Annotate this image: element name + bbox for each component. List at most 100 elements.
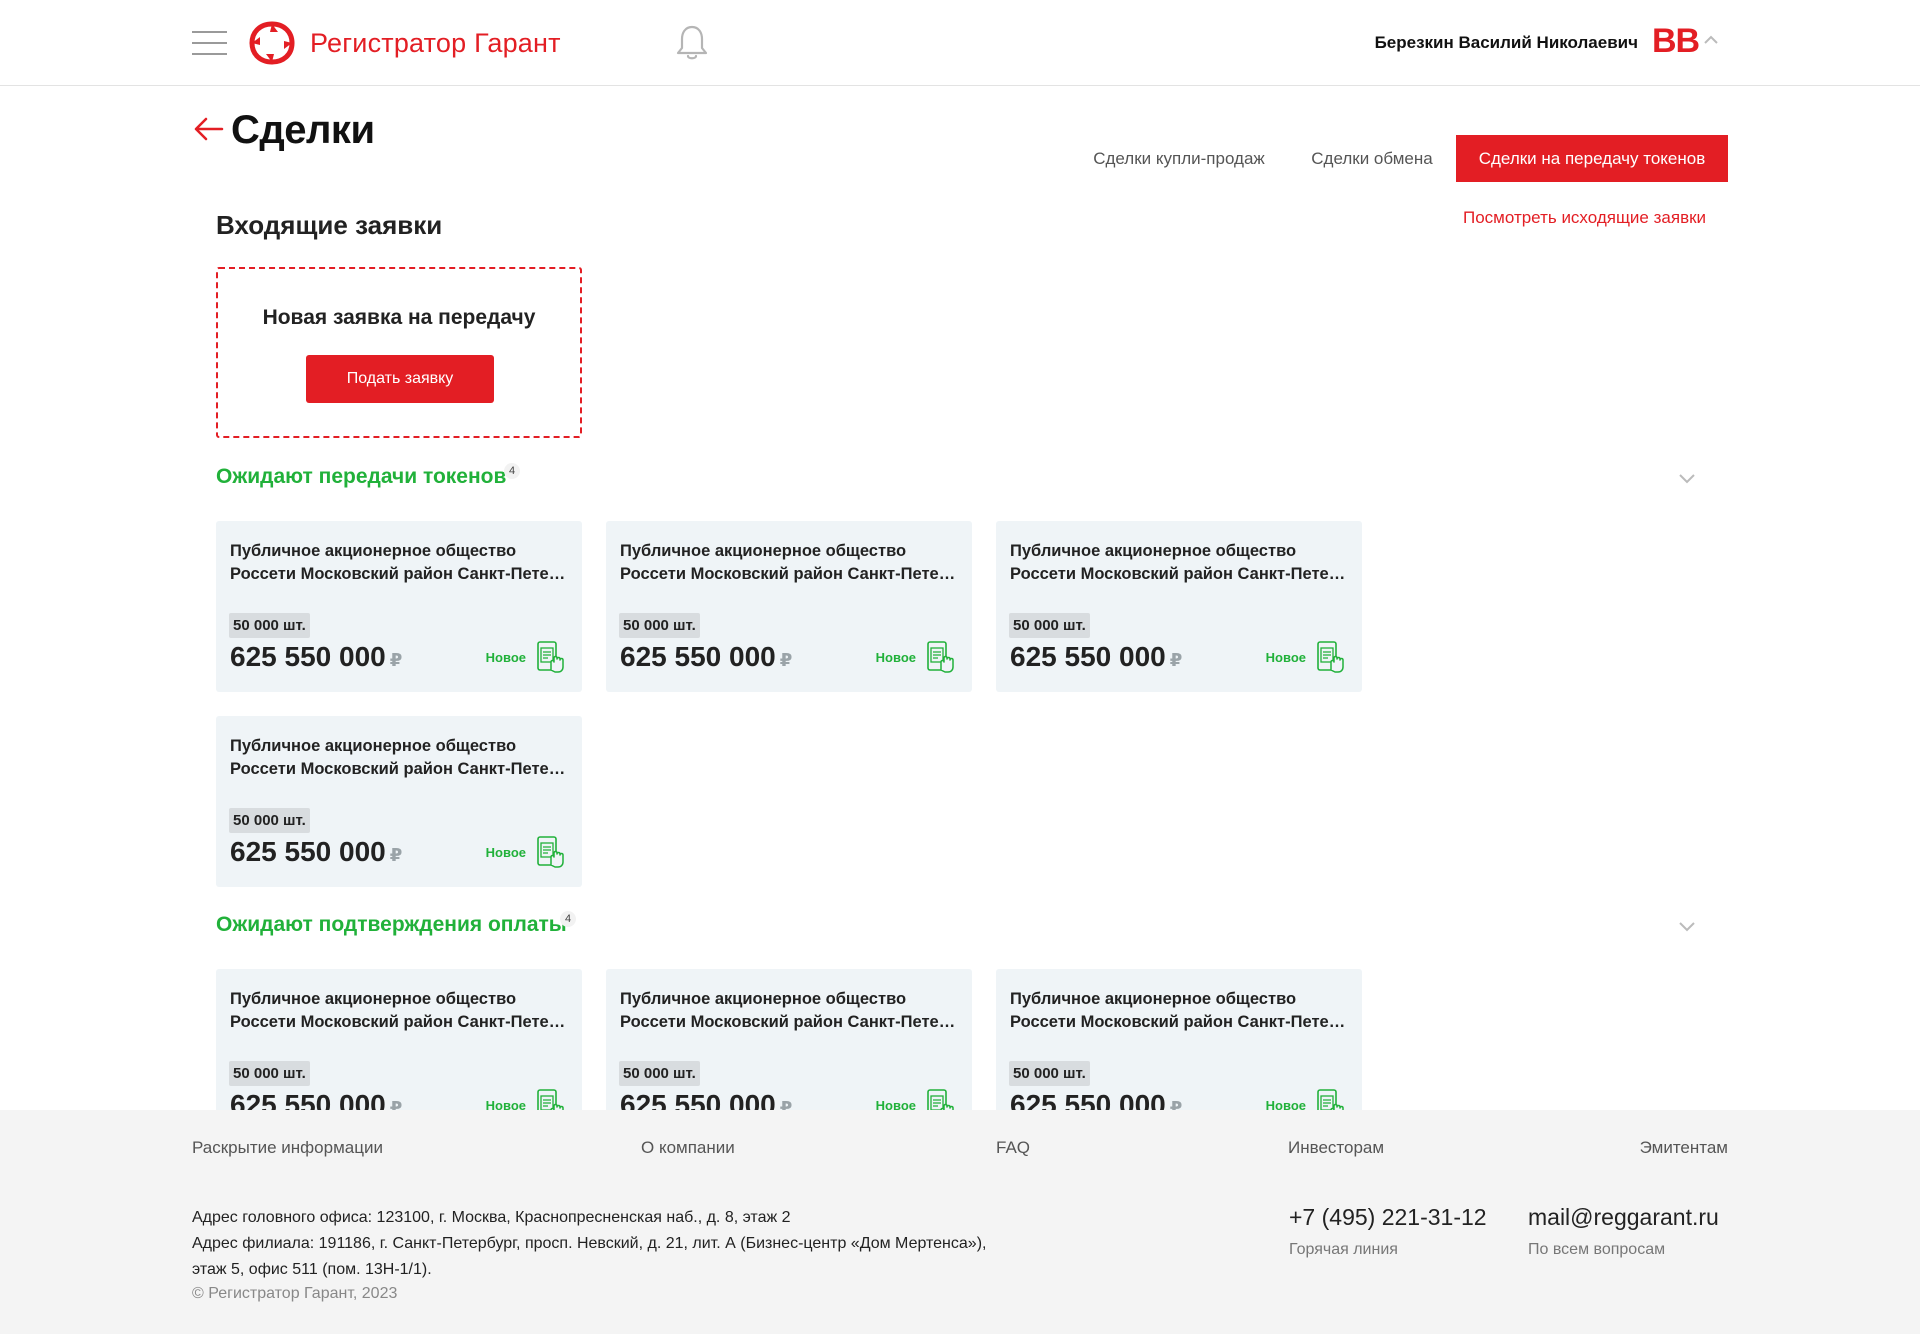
group-count-badge: 4 <box>560 911 576 927</box>
phone-link[interactable]: +7 (495) 221-31-12 <box>1289 1204 1487 1230</box>
card-issuer-line-1: Публичное акционерное общество <box>620 990 907 1008</box>
logo-text: Регистратор Гарант <box>310 27 561 58</box>
top-header: Регистратор Гарант Березкин Василий Нико… <box>0 0 1920 86</box>
footer: Раскрытие информации О компании FAQ Инве… <box>0 1110 1920 1334</box>
deal-card[interactable]: Публичное акционерное общество Россети Мо… <box>216 521 582 692</box>
phone-document-icon <box>534 835 568 869</box>
card-status: Новое <box>1265 1098 1306 1110</box>
avatar[interactable]: ВВ <box>1652 22 1700 60</box>
deal-card[interactable]: Публичное акционерное общество Россети Мо… <box>216 716 582 887</box>
card-issuer-line-2: Россети Московский район Санкт-Петербург <box>620 565 962 583</box>
card-status: Новое <box>875 1098 916 1110</box>
page-title: Сделки <box>231 108 375 152</box>
card-issuer-line-1: Публичное акционерное общество <box>1010 990 1297 1008</box>
currency-icon: ₽ <box>779 650 793 670</box>
section-title: Входящие заявки <box>216 210 443 240</box>
card-quantity-badge: 50 000 шт. <box>1009 1061 1090 1086</box>
new-request-box: Новая заявка на передачу Подать заявку <box>216 267 582 438</box>
card-quantity-badge: 50 000 шт. <box>229 613 310 638</box>
footer-link-faq[interactable]: FAQ <box>996 1138 1031 1157</box>
phone-document-icon <box>1314 1088 1348 1110</box>
card-price-value: 625 550 000 <box>230 1089 386 1110</box>
submit-request-button[interactable]: Подать заявку <box>306 355 494 403</box>
card-issuer-line-2: Россети Московский район Санкт-Петербург <box>1010 1013 1352 1031</box>
card-price-value: 625 550 000 <box>1010 641 1166 672</box>
phone-document-icon <box>534 640 568 674</box>
deal-card[interactable]: Публичное акционерное общество Россети Мо… <box>996 521 1362 692</box>
chevron-up-icon[interactable] <box>1703 34 1719 46</box>
currency-icon: ₽ <box>1169 1098 1183 1110</box>
card-price: 625 550 000 ₽ <box>230 836 402 868</box>
group-cards-scroll-area: Публичное акционерное общество Россети Мо… <box>0 940 1920 1110</box>
card-price: 625 550 000 ₽ <box>620 1089 792 1110</box>
card-price-value: 625 550 000 <box>230 836 386 867</box>
card-issuer-line-1: Публичное акционерное общество <box>230 737 517 755</box>
card-issuer-line-1: Публичное акционерное общество <box>620 542 907 560</box>
address-branch-cont: этаж 5, офис 511 (пом. 13Н-1/1). <box>192 1261 432 1278</box>
phone-document-icon <box>924 1088 958 1110</box>
chevron-down-icon[interactable] <box>1678 472 1696 484</box>
hamburger-icon[interactable] <box>192 31 227 55</box>
card-status: Новое <box>875 650 916 665</box>
logo-mark-icon <box>249 21 295 65</box>
outgoing-requests-link[interactable]: Посмотреть исходящие заявки <box>1463 208 1707 227</box>
arrow-left-icon[interactable] <box>192 115 224 143</box>
group-title-awaiting-payment[interactable]: Ожидают подтверждения оплаты <box>216 913 567 936</box>
currency-icon: ₽ <box>389 1098 403 1110</box>
card-price: 625 550 000 ₽ <box>230 641 402 673</box>
deal-card[interactable]: Публичное акционерное общество Россети Мо… <box>216 969 582 1110</box>
card-status: Новое <box>485 845 526 860</box>
tab-sales-deals[interactable]: Сделки купли-продаж <box>1093 148 1265 168</box>
card-issuer-line-2: Россети Московский район Санкт-Петербург <box>620 1013 962 1031</box>
card-quantity-badge: 50 000 шт. <box>229 1061 310 1086</box>
card-price: 625 550 000 ₽ <box>230 1089 402 1110</box>
card-status: Новое <box>1265 650 1306 665</box>
card-price-value: 625 550 000 <box>230 641 386 672</box>
card-issuer-line-1: Публичное акционерное общество <box>1010 542 1297 560</box>
address-main: Адрес головного офиса: 123100, г. Москва… <box>192 1209 791 1226</box>
phone-document-icon <box>1314 640 1348 674</box>
group-count-badge: 4 <box>504 463 520 479</box>
phone-note: Горячая линия <box>1289 1241 1398 1258</box>
deal-card[interactable]: Публичное акционерное общество Россети Мо… <box>996 969 1362 1110</box>
card-quantity-badge: 50 000 шт. <box>1009 613 1090 638</box>
deal-card[interactable]: Публичное акционерное общество Россети Мо… <box>606 521 972 692</box>
currency-icon: ₽ <box>389 650 403 670</box>
card-quantity-badge: 50 000 шт. <box>229 808 310 833</box>
card-issuer-line-2: Россети Московский район Санкт-Петербург <box>230 760 572 778</box>
currency-icon: ₽ <box>779 1098 793 1110</box>
copyright: © Регистратор Гарант, 2023 <box>192 1285 398 1302</box>
footer-link-disclosure[interactable]: Раскрытие информации <box>192 1138 383 1157</box>
phone-document-icon <box>924 640 958 674</box>
group-title-awaiting-transfer[interactable]: Ожидают передачи токенов <box>216 465 507 488</box>
footer-link-about[interactable]: О компании <box>641 1138 735 1157</box>
deal-card[interactable]: Публичное акционерное общество Россети Мо… <box>606 969 972 1110</box>
card-issuer-line-1: Публичное акционерное общество <box>230 542 517 560</box>
currency-icon: ₽ <box>1169 650 1183 670</box>
new-request-title: Новая заявка на передачу <box>262 306 536 329</box>
card-status: Новое <box>485 650 526 665</box>
currency-icon: ₽ <box>389 845 403 865</box>
footer-link-issuers[interactable]: Эмитентам <box>1639 1138 1728 1157</box>
card-price-value: 625 550 000 <box>1010 1089 1166 1110</box>
card-quantity-badge: 50 000 шт. <box>619 1061 700 1086</box>
address-branch: Адрес филиала: 191186, г. Санкт-Петербур… <box>192 1235 987 1252</box>
card-issuer-line-1: Публичное акционерное общество <box>230 990 517 1008</box>
email-link[interactable]: mail@reggarant.ru <box>1528 1204 1719 1230</box>
card-status: Новое <box>485 1098 526 1110</box>
phone-document-icon <box>534 1088 568 1110</box>
card-price: 625 550 000 ₽ <box>1010 1089 1182 1110</box>
card-price: 625 550 000 ₽ <box>620 641 792 673</box>
card-issuer-line-2: Россети Московский район Санкт-Петербург <box>230 565 572 583</box>
logo[interactable]: Регистратор Гарант <box>248 20 561 66</box>
card-issuer-line-2: Россети Московский район Санкт-Петербург <box>1010 565 1352 583</box>
bell-icon[interactable] <box>675 24 709 62</box>
user-name[interactable]: Березкин Василий Николаевич <box>1374 33 1638 52</box>
footer-link-investors[interactable]: Инвесторам <box>1288 1138 1385 1157</box>
chevron-down-icon[interactable] <box>1678 920 1696 932</box>
tab-token-transfer-deals[interactable]: Сделки на передачу токенов <box>1456 135 1728 182</box>
card-quantity-badge: 50 000 шт. <box>619 613 700 638</box>
tab-exchange-deals[interactable]: Сделки обмена <box>1311 148 1433 168</box>
email-note: По всем вопросам <box>1528 1241 1666 1258</box>
card-issuer-line-2: Россети Московский район Санкт-Петербург <box>230 1013 572 1031</box>
